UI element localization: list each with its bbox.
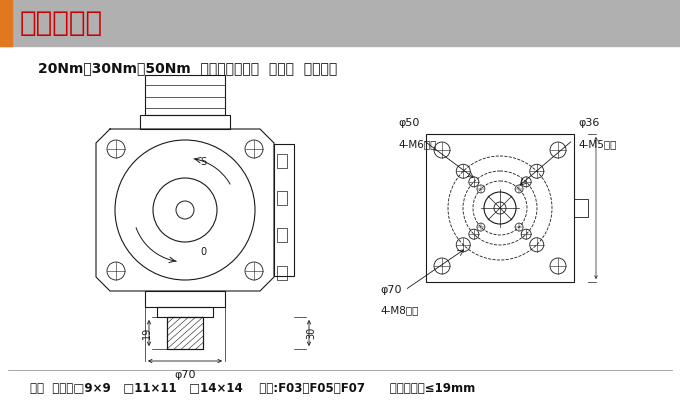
- Text: 4-M5均布: 4-M5均布: [578, 139, 616, 149]
- Text: 0: 0: [200, 247, 206, 257]
- Text: 4-M6均布: 4-M6均布: [398, 139, 437, 149]
- Bar: [277, 266, 287, 280]
- Text: 参数  四方：□9×9   □11×11   □14×14    法兰:F03、F05、F07      阀杆：高度≤19mm: 参数 四方：□9×9 □11×11 □14×14 法兰:F03、F05、F07 …: [30, 382, 475, 394]
- Bar: [277, 154, 287, 168]
- Text: 30: 30: [306, 327, 316, 339]
- Text: φ50: φ50: [398, 118, 420, 128]
- Bar: [574, 199, 588, 217]
- Bar: [0, 0, 680, 46]
- Bar: [140, 115, 230, 129]
- Text: φ70: φ70: [174, 370, 196, 380]
- Bar: [277, 228, 287, 242]
- Text: φ36: φ36: [578, 118, 599, 128]
- Bar: [167, 317, 203, 349]
- Text: 4-M8均布: 4-M8均布: [380, 305, 418, 315]
- Bar: [426, 134, 574, 282]
- Bar: [274, 144, 294, 276]
- Bar: [145, 291, 225, 307]
- Text: 20Nm、30Nm、50Nm  防爆电动执行器  直装式  外形尺寸: 20Nm、30Nm、50Nm 防爆电动执行器 直装式 外形尺寸: [38, 61, 337, 75]
- Bar: [167, 317, 203, 349]
- Bar: [145, 75, 225, 115]
- Text: 19: 19: [142, 327, 152, 339]
- Bar: [0, 0, 12, 46]
- Text: 安装示意图: 安装示意图: [20, 9, 103, 37]
- Bar: [277, 191, 287, 205]
- Bar: [157, 307, 213, 317]
- Text: S: S: [200, 157, 206, 167]
- Text: φ70: φ70: [380, 285, 401, 295]
